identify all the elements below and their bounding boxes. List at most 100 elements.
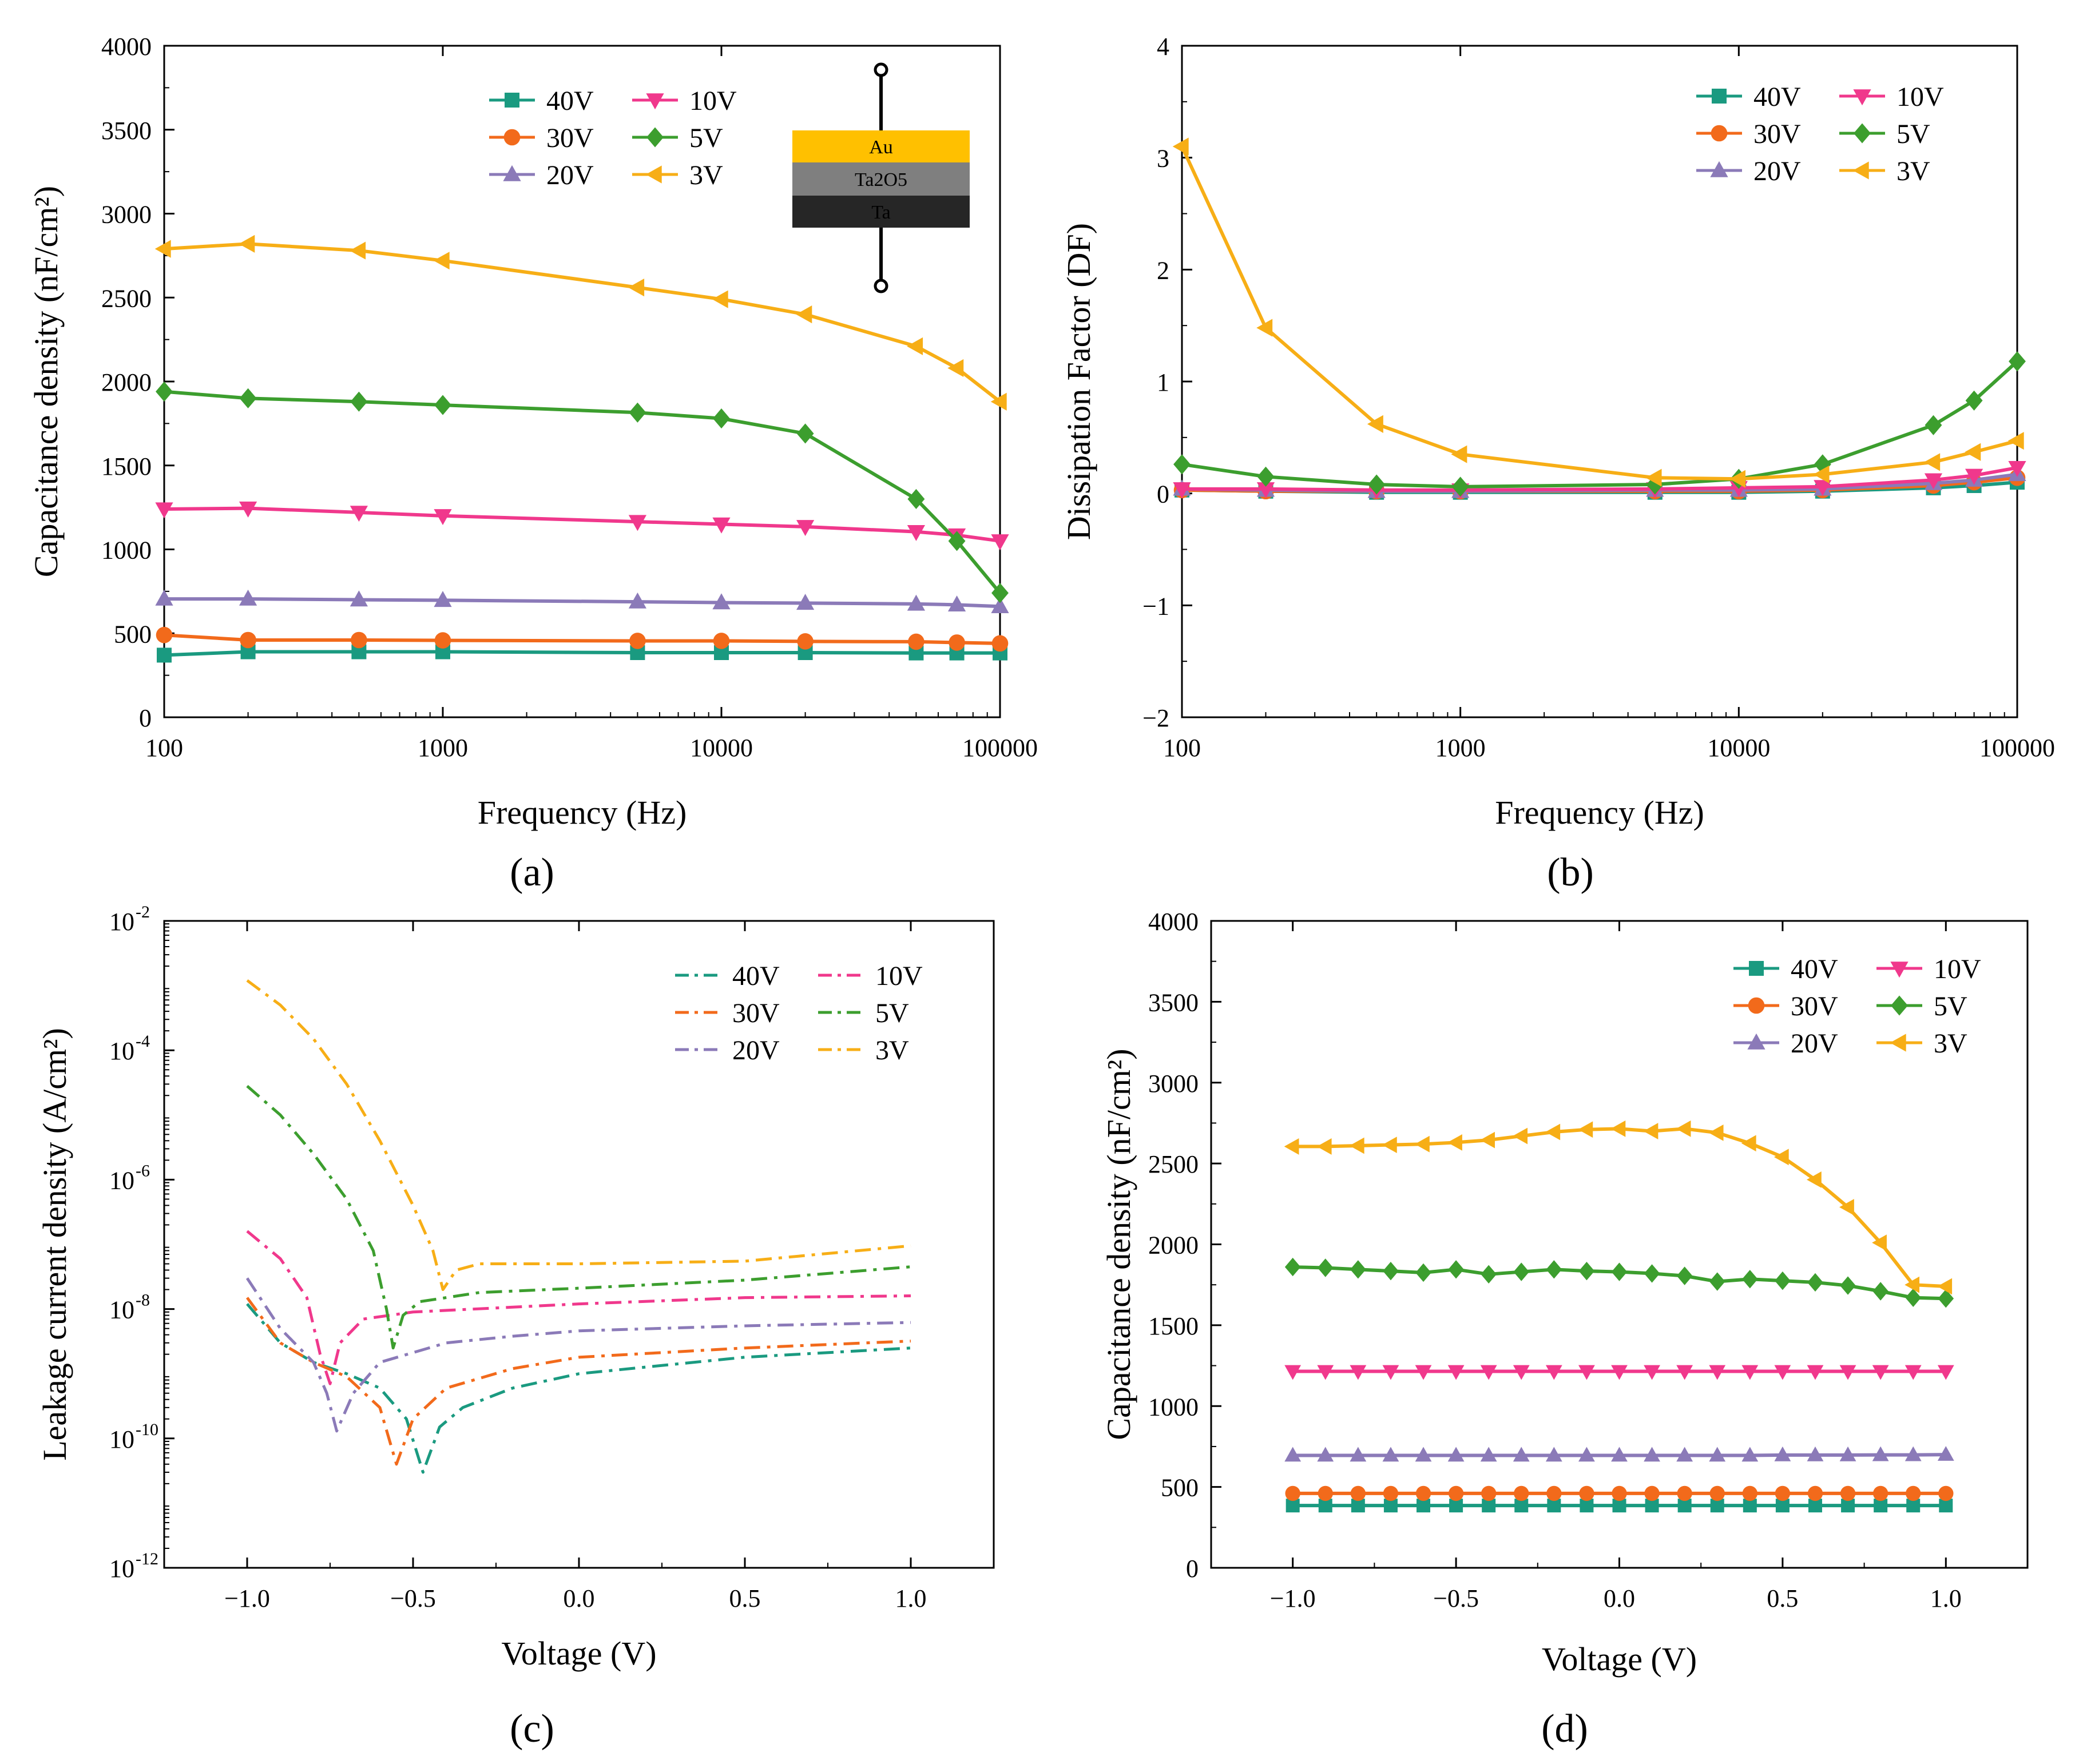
series-line (164, 633, 1001, 645)
data-point (239, 388, 257, 408)
data-point (1415, 1365, 1432, 1380)
data-point (1578, 1121, 1593, 1138)
y-tick-label: 1500 (1148, 1312, 1199, 1340)
data-point (1514, 1485, 1529, 1501)
data-point (1513, 1127, 1528, 1145)
legend: 40V 10V 30V 5V 20V 3V (675, 961, 923, 1066)
data-point (1317, 1365, 1334, 1380)
legend-label: 30V (546, 123, 594, 153)
data-point (907, 594, 925, 611)
data-point (433, 252, 450, 270)
legend-label: 3V (689, 160, 723, 190)
data-point (947, 595, 966, 612)
data-point (1349, 1137, 1364, 1154)
data-point (1905, 1288, 1922, 1308)
x-tick-label: 1000 (1435, 734, 1486, 762)
data-point (712, 517, 731, 534)
data-point (1906, 1485, 1921, 1501)
data-point (1480, 1447, 1497, 1462)
data-point (1807, 1446, 1824, 1461)
series-40V (157, 644, 1007, 663)
data-point (712, 593, 731, 610)
data-point (1775, 1499, 1790, 1513)
series-line (246, 979, 911, 1292)
data-point (1611, 1262, 1628, 1281)
data-point (1480, 1131, 1495, 1149)
data-point (1806, 1171, 1822, 1188)
legend-label: 5V (1934, 991, 1967, 1022)
data-point (1547, 1499, 1561, 1513)
series-30V (245, 1297, 911, 1466)
data-point (239, 589, 257, 606)
legend-label: 20V (1791, 1028, 1838, 1059)
series-10V (155, 501, 1009, 551)
data-point (991, 635, 1009, 652)
series-3V (1172, 137, 2024, 488)
legend-marker (645, 165, 662, 184)
legend-label: 30V (1753, 119, 1801, 149)
y-tick-label: 3000 (101, 201, 152, 229)
data-point (1677, 1485, 1692, 1501)
data-point (1383, 1499, 1398, 1513)
series-line (246, 1303, 911, 1474)
data-point (1611, 1365, 1628, 1380)
plot-frame (1210, 920, 2029, 1569)
data-point (1841, 1499, 1855, 1513)
data-point (1775, 1485, 1791, 1501)
x-axis-label: Voltage (V) (1542, 1640, 1697, 1678)
data-point (434, 509, 452, 526)
legend-marker (1749, 961, 1764, 976)
series-line (245, 1277, 911, 1433)
legend-label: 10V (1896, 82, 1944, 112)
legend-marker (503, 165, 521, 181)
y-tick-label: 0 (139, 704, 152, 732)
data-point (1965, 468, 1983, 485)
y-tick-label: 3 (1157, 145, 1169, 173)
data-point (434, 591, 452, 607)
data-point (1939, 1499, 1953, 1513)
y-axis-label: Capacitance density (nF/cm²) (27, 186, 65, 577)
series-line (164, 242, 1001, 403)
data-point (1709, 1272, 1725, 1291)
series-20V (155, 589, 1009, 613)
data-point (1417, 1499, 1431, 1513)
data-point (991, 597, 1009, 613)
data-point (713, 408, 730, 429)
x-tick-label: 1.0 (1930, 1584, 1962, 1612)
layer-label-ta2o5: Ta2O5 (855, 169, 907, 190)
data-point (1367, 415, 1383, 433)
chart-d: −1.0 −0.5 0.0 0.5 1.0 0 500 1000 1500 2000 2500 300… (1100, 908, 2029, 1751)
data-point (1774, 1365, 1791, 1380)
data-point (1482, 1499, 1496, 1513)
y-tick-label: 10 (109, 1555, 134, 1583)
data-point (628, 592, 646, 609)
data-point (1545, 1447, 1562, 1462)
data-point (1813, 465, 1830, 484)
data-point (907, 488, 925, 509)
y-tick-label: 3500 (101, 117, 152, 145)
data-point (155, 502, 173, 519)
y-tick-label: 2000 (101, 368, 152, 396)
legend-label: 40V (546, 86, 594, 116)
data-point (1579, 1485, 1594, 1501)
data-point (1545, 1123, 1561, 1141)
data-point (712, 290, 728, 308)
x-axis-label: Frequency (Hz) (478, 794, 687, 831)
series-5V (1284, 1257, 1954, 1308)
y-tick-label: 10 (109, 1037, 134, 1065)
data-point (1284, 1447, 1302, 1462)
series-5V (156, 382, 1009, 603)
data-point (1173, 454, 1191, 475)
legend-marker (1853, 89, 1871, 106)
legend: 40V 10V 30V 5V 20V 3V (489, 86, 737, 190)
data-point (1905, 1276, 1920, 1293)
legend-marker (1710, 161, 1728, 177)
data-point (1644, 1365, 1660, 1380)
legend-label: 5V (689, 123, 723, 153)
data-point (1709, 1447, 1726, 1462)
legend-label: 30V (1791, 991, 1838, 1022)
data-point (1729, 470, 1746, 488)
data-point (1808, 1499, 1822, 1513)
